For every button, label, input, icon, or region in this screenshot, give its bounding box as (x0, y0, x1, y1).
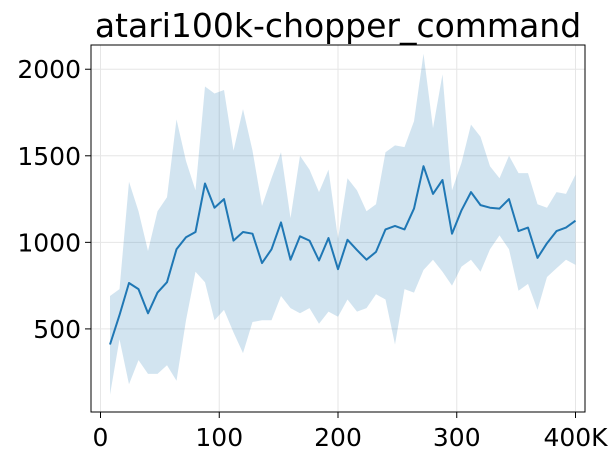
x-tick-label: 0 (93, 423, 109, 452)
x-axis: 0 100 200 300 400K (93, 412, 608, 452)
confidence-band-layer (110, 53, 576, 395)
x-tick-label: 300 (433, 423, 481, 452)
y-axis: 500 1000 1500 2000 (17, 55, 91, 344)
y-tick-label: 2000 (17, 55, 81, 84)
series-line-0 (109, 165, 577, 345)
y-tick-label: 500 (33, 315, 81, 344)
y-tick-label: 1500 (17, 142, 81, 171)
x-tick-label: 100 (195, 423, 243, 452)
x-tick-label: 200 (314, 423, 362, 452)
chart-title: atari100k-chopper_command (95, 6, 581, 45)
series-line-layer (109, 165, 577, 345)
grid (91, 45, 585, 412)
confidence-band-0 (110, 53, 576, 395)
x-tick-label: 400K (543, 423, 608, 452)
y-tick-label: 1000 (17, 228, 81, 257)
